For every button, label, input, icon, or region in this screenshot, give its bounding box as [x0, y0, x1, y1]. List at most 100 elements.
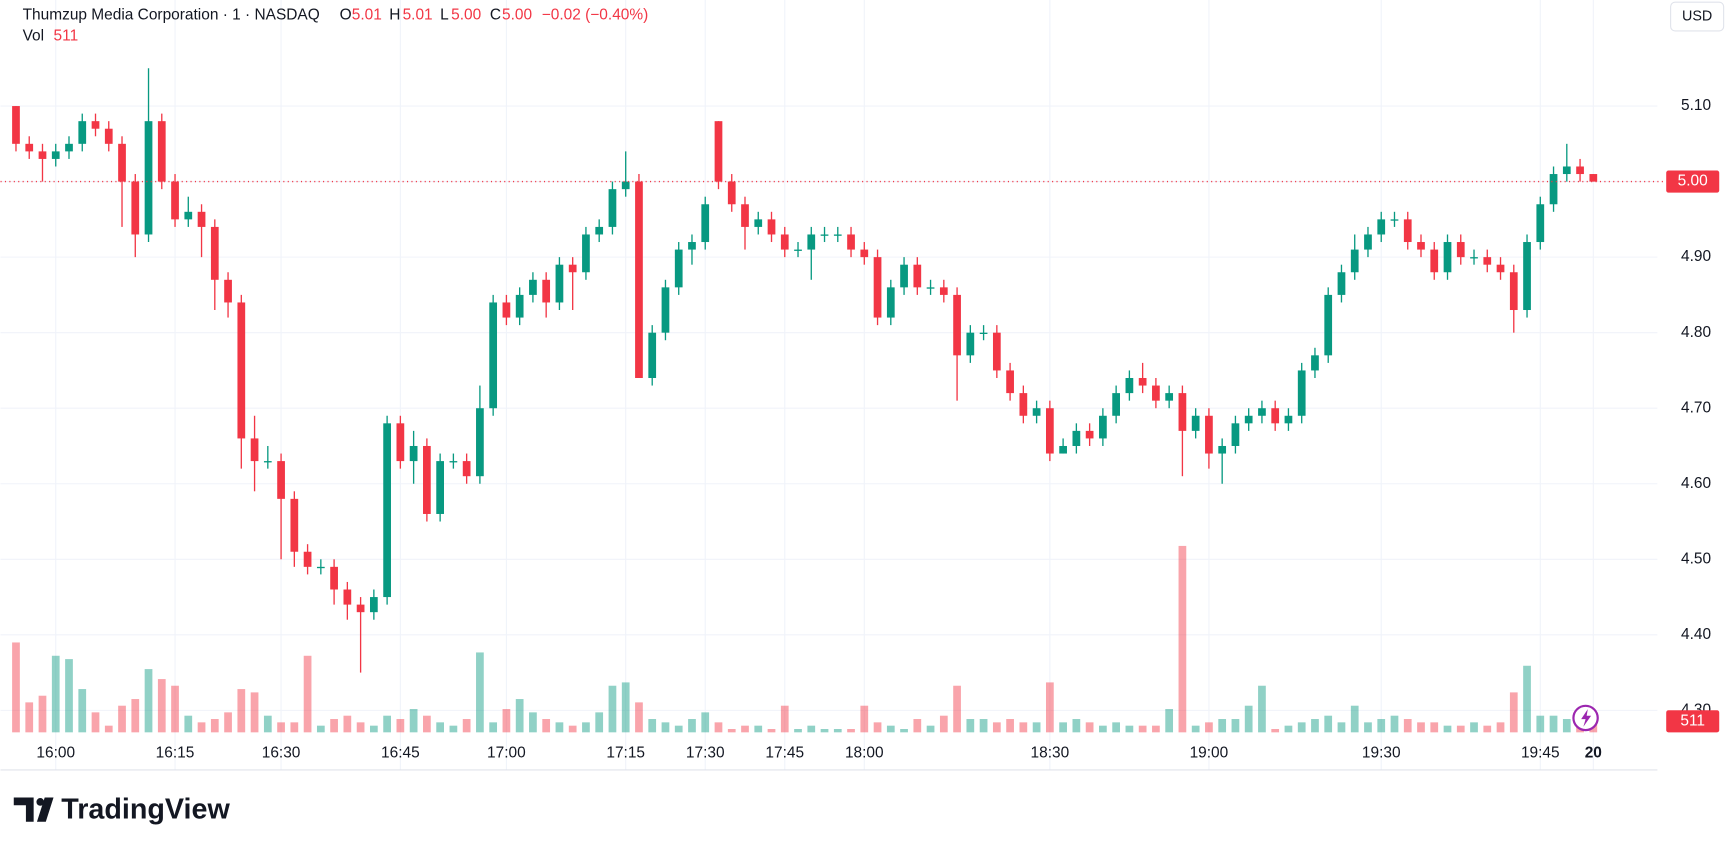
volume-bar: [1496, 722, 1505, 733]
volume-bar: [1377, 719, 1386, 733]
volume-bar: [171, 685, 179, 733]
legend-label: O: [340, 7, 352, 24]
volume-bar: [210, 719, 219, 733]
candle-body: [900, 264, 908, 288]
candle-body: [1112, 393, 1120, 416]
volume-bar: [1483, 725, 1492, 733]
volume-bar: [1390, 715, 1399, 733]
candle-body: [51, 151, 60, 159]
volume-bar: [1099, 725, 1107, 733]
legend-label: H: [389, 7, 400, 24]
candle-body: [886, 287, 895, 318]
y-tick-label: 4.50: [1681, 550, 1711, 567]
candle-body: [91, 121, 100, 129]
y-tick-label: 4.90: [1681, 248, 1711, 265]
legend-label: C: [490, 7, 501, 24]
volume-bar: [131, 699, 140, 733]
candle-body: [582, 234, 590, 273]
candle-body: [1324, 294, 1333, 356]
volume-bar: [1218, 719, 1227, 733]
candle-body: [1258, 408, 1266, 416]
volume-bar: [926, 725, 935, 733]
last-price-label: 5.00: [1678, 173, 1708, 190]
volume-bar: [688, 719, 696, 733]
legend-value: 511: [54, 28, 79, 45]
alert-bolt: [1581, 709, 1592, 727]
candle-body: [1470, 257, 1478, 259]
candle-body: [688, 242, 696, 250]
candle-body: [1350, 249, 1359, 273]
candle-body: [436, 461, 444, 514]
candle-body: [820, 234, 829, 236]
volume-bar: [754, 725, 763, 733]
legend-value: 5.00: [502, 7, 532, 24]
volume-bar: [1562, 719, 1571, 733]
candle-body: [1496, 264, 1505, 273]
candle-body: [621, 181, 630, 190]
candle-body: [449, 461, 458, 463]
candle-body: [1430, 249, 1439, 273]
candle-body: [316, 566, 325, 569]
candle-body: [1297, 370, 1306, 416]
volume-bar: [1337, 722, 1346, 733]
candle-body: [754, 219, 763, 227]
currency-button[interactable]: [1670, 1, 1725, 32]
axes: 4.304.404.504.604.704.804.905.005.1016:0…: [36, 97, 1720, 761]
legend: Thumzup Media Corporation · 1 · NASDAQ O…: [23, 7, 649, 45]
volume-bar: [1032, 722, 1041, 733]
volume-bar: [661, 722, 670, 733]
candle-body: [515, 294, 524, 318]
volume-bar: [1430, 722, 1439, 733]
candle-body: [1549, 174, 1558, 205]
volume-bar: [476, 652, 484, 733]
candle-body: [1311, 355, 1319, 371]
candle-body: [767, 219, 776, 235]
legend-value: 5.01: [403, 7, 433, 24]
candle-body: [157, 121, 166, 182]
candle-body: [1576, 166, 1584, 175]
candle-body: [1443, 242, 1452, 273]
x-tick-label: 16:15: [156, 744, 195, 761]
volume-bar: [1072, 719, 1081, 733]
volume-bar: [489, 722, 498, 733]
volume-bar: [529, 712, 537, 733]
candle-body: [595, 226, 604, 235]
volume-bar: [1297, 722, 1306, 733]
volume-bar: [992, 722, 1001, 733]
x-tick-label: 17:15: [606, 744, 645, 761]
alert-icon[interactable]: [1572, 704, 1599, 732]
volume-bar: [1205, 722, 1213, 733]
volume-bar: [1456, 725, 1465, 733]
candle-body: [648, 332, 657, 378]
candle-body: [542, 279, 551, 303]
volume-bar: [714, 722, 723, 733]
legend-value: 5.01: [352, 7, 382, 24]
volume-bar: [979, 719, 988, 733]
volume-bar: [1523, 665, 1531, 733]
candle-body: [489, 302, 498, 409]
candle-body: [462, 461, 471, 477]
volume-bar: [939, 715, 948, 733]
volume-bar: [555, 722, 564, 733]
candle-body: [144, 121, 153, 235]
volume-bar: [1324, 715, 1333, 733]
candle-body: [1032, 408, 1041, 416]
candle-body: [1377, 219, 1386, 235]
volume-bar: [423, 715, 431, 733]
candle-body: [78, 121, 87, 144]
candle-body: [1456, 242, 1465, 258]
volume-bar: [886, 725, 895, 733]
candle-body: [25, 143, 34, 152]
volume-bar: [1350, 705, 1359, 733]
candle-body: [953, 294, 961, 356]
x-tick-label: 16:30: [262, 744, 301, 761]
volume-bar: [833, 729, 842, 733]
candle-body: [1152, 385, 1160, 401]
volume-bar: [953, 685, 961, 733]
grid: [0, 0, 1658, 770]
candle-body: [277, 461, 285, 499]
candle-body: [847, 234, 855, 250]
candle-body: [131, 181, 140, 235]
candle-body: [12, 106, 20, 144]
